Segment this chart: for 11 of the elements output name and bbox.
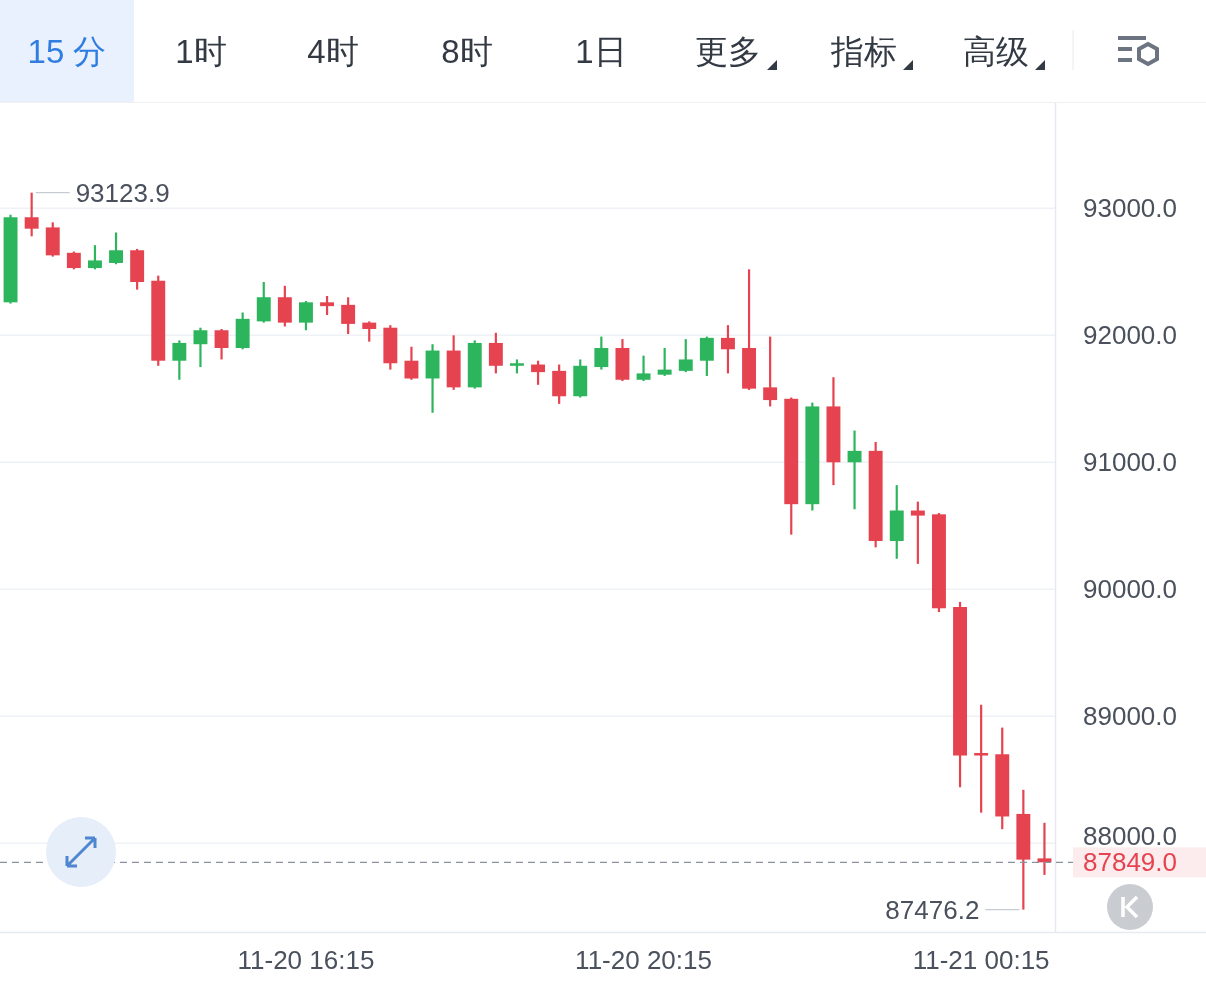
x-tick-label: 11-21 00:15 — [912, 945, 1050, 975]
y-tick-label: 90000.0 — [1083, 574, 1177, 605]
x-tick-label: 11-20 16:15 — [237, 945, 375, 975]
y-tick-label: 93000.0 — [1083, 193, 1177, 224]
price-note: 93123.9 — [75, 177, 170, 208]
toolbar: 15 分 1时 4时 8时 1日 更多 指标 高级 — [0, 0, 1206, 103]
y-tick-label: 92000.0 — [1083, 320, 1177, 351]
price-note: 87476.2 — [885, 894, 980, 925]
y-tick-label: 89000.0 — [1083, 701, 1177, 732]
y-tick-label: 91000.0 — [1083, 447, 1177, 478]
x-tick-label: 11-20 20:15 — [575, 945, 712, 975]
